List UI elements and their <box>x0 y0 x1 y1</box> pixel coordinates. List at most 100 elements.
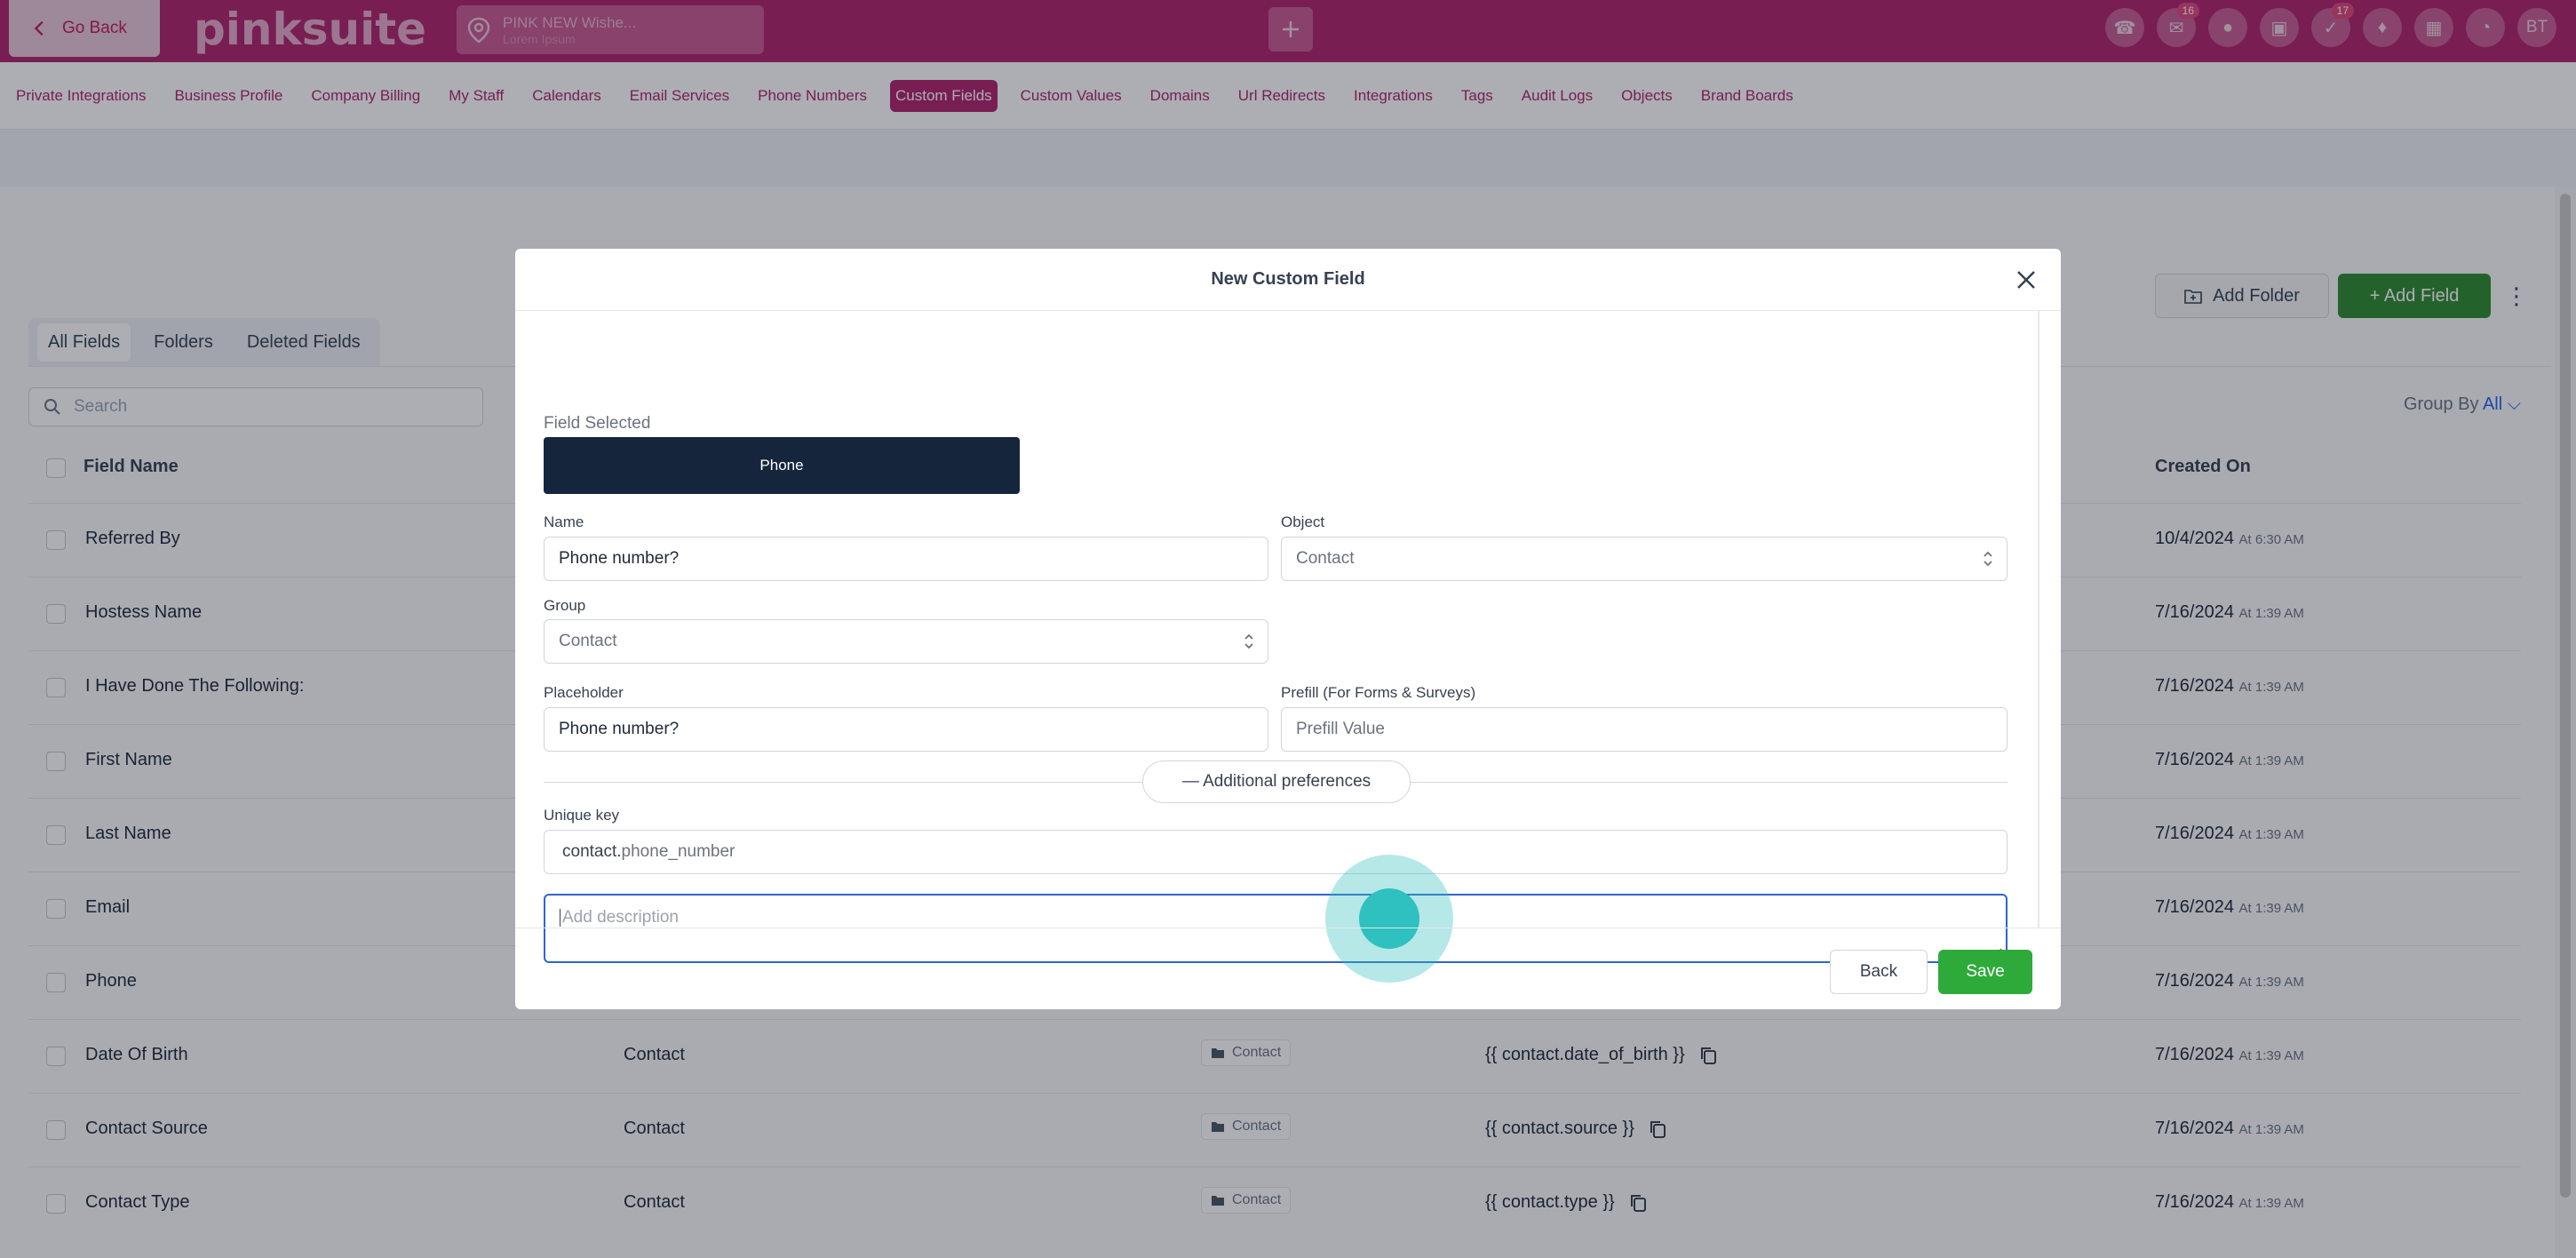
placeholder-label: Placeholder <box>544 684 624 701</box>
field-name-cell: Referred By <box>85 529 180 548</box>
folder-badge-label: Contact <box>1232 1045 1282 1060</box>
column-header-created-on[interactable]: Created On <box>2155 457 2251 476</box>
row-checkbox[interactable] <box>46 899 66 919</box>
row-checkbox[interactable] <box>46 752 66 771</box>
search-input[interactable]: Search <box>28 387 483 426</box>
placeholder-input[interactable]: Phone number? <box>544 707 1268 752</box>
key-cell: {{ contact.type }} <box>1485 1192 1647 1213</box>
modal-header: New Custom Field <box>515 249 2061 311</box>
top-bar: Go Back pinksuite PINK NEW Wishe... Lore… <box>0 0 2576 62</box>
gift-icon[interactable]: ▣ <box>2260 8 2299 47</box>
settings-nav-item-custom-values[interactable]: Custom Values <box>1020 86 1122 104</box>
row-checkbox[interactable] <box>46 1194 66 1214</box>
object-cell: Contact <box>624 1119 685 1138</box>
settings-nav-item-integrations[interactable]: Integrations <box>1354 86 1433 104</box>
phone-icon[interactable]: ☎ <box>2105 8 2144 47</box>
copy-icon[interactable] <box>1699 1046 1717 1065</box>
object-select[interactable]: Contact <box>1281 537 2008 581</box>
row-checkbox[interactable] <box>46 604 66 624</box>
unique-key-input[interactable]: contact. phone_number <box>544 830 2008 874</box>
object-cell: Contact <box>624 1045 685 1064</box>
contacts-icon[interactable]: ● <box>2208 8 2247 47</box>
settings-nav-item-my-staff[interactable]: My Staff <box>449 86 505 104</box>
table-row[interactable]: Date Of Birth Contact Contact {{ contact.da… <box>28 1019 2521 1092</box>
more-options-icon[interactable]: ⋮ <box>2505 283 2528 309</box>
modal-scroll-track[interactable] <box>2038 311 2039 928</box>
merge-key-text: {{ contact.date_of_birth }} <box>1485 1045 1685 1064</box>
tab-folders[interactable]: Folders <box>154 331 213 352</box>
avatar[interactable]: BT <box>2517 8 2556 47</box>
tasks-icon[interactable]: ✓ 17 <box>2311 3 2354 47</box>
field-name-cell: First Name <box>85 750 172 769</box>
column-header-field-name[interactable]: Field Name <box>83 457 179 476</box>
settings-nav-item-custom-fields[interactable]: Custom Fields <box>890 79 998 112</box>
group-by-value: All <box>2482 394 2503 414</box>
additional-preferences-toggle[interactable]: — Additional preferences <box>1142 760 1411 803</box>
group-by-select[interactable]: Group By All ⌵ <box>2404 394 2521 415</box>
created-on-cell: 10/4/2024 At 6:30 AM <box>2155 529 2304 549</box>
settings-nav-item-calendars[interactable]: Calendars <box>532 86 601 104</box>
created-date: 7/16/2024 <box>2155 602 2234 622</box>
settings-nav-item-tags[interactable]: Tags <box>1460 86 1493 104</box>
search-placeholder: Search <box>74 397 128 416</box>
row-checkbox[interactable] <box>46 1120 66 1140</box>
scrollbar-thumb[interactable] <box>2560 194 2571 1198</box>
settings-nav-item-company-billing[interactable]: Company Billing <box>311 86 421 104</box>
settings-nav-item-audit-logs[interactable]: Audit Logs <box>1521 86 1594 104</box>
created-date: 7/16/2024 <box>2155 971 2234 991</box>
row-checkbox[interactable] <box>46 678 66 697</box>
settings-nav-item-email-services[interactable]: Email Services <box>629 86 730 104</box>
text-cursor <box>560 908 561 927</box>
row-checkbox[interactable] <box>46 530 66 550</box>
unique-key-label: Unique key <box>544 807 620 824</box>
table-row[interactable]: Contact Source Contact Contact {{ contact.s… <box>28 1093 2521 1166</box>
merge-key-text: {{ contact.source }} <box>1485 1119 1634 1138</box>
object-select-value: Contact <box>1296 549 1355 568</box>
notifications-icon[interactable]: ◔ <box>2466 8 2505 47</box>
settings-nav-item-phone-numbers[interactable]: Phone Numbers <box>758 86 868 104</box>
tab-all-fields[interactable]: All Fields <box>37 322 131 362</box>
close-icon[interactable] <box>2013 267 2039 293</box>
megaphone-icon[interactable]: ♦ <box>2363 8 2402 47</box>
row-checkbox[interactable] <box>46 825 66 845</box>
add-folder-button[interactable]: Add Folder <box>2155 274 2329 318</box>
quick-add-button[interactable] <box>1268 7 1313 52</box>
settings-nav-item-domains[interactable]: Domains <box>1149 86 1210 104</box>
name-input[interactable]: Phone number? <box>544 537 1268 581</box>
settings-nav-item-brand-boards[interactable]: Brand Boards <box>1700 86 1793 104</box>
field-name-cell: Contact Source <box>85 1119 208 1138</box>
save-button[interactable]: Save <box>1938 950 2032 994</box>
go-back-label: Go Back <box>62 19 127 37</box>
modal-title: New Custom Field <box>1211 269 1365 289</box>
settings-nav-item-business-profile[interactable]: Business Profile <box>174 86 283 104</box>
location-switcher[interactable]: PINK NEW Wishe... Lorem Ipsum <box>457 5 764 54</box>
created-date: 7/16/2024 <box>2155 824 2234 843</box>
prefill-input[interactable]: Prefill Value <box>1281 707 2008 752</box>
copy-icon[interactable] <box>1629 1193 1647 1213</box>
copy-icon[interactable] <box>1649 1119 1666 1139</box>
updown-chevron-icon <box>1244 633 1253 649</box>
modal-footer: Back Save <box>515 928 2061 1009</box>
settings-nav-item-objects[interactable]: Objects <box>1621 86 1673 104</box>
field-name-cell: Date Of Birth <box>85 1045 188 1064</box>
messages-badge: 16 <box>2176 3 2199 19</box>
settings-nav-item-url-redirects[interactable]: Url Redirects <box>1237 86 1326 104</box>
row-checkbox[interactable] <box>46 973 66 992</box>
table-row[interactable]: Contact Type Contact Contact {{ contact.typ… <box>28 1166 2521 1239</box>
calendar-icon[interactable]: ▦ <box>2414 8 2453 47</box>
select-all-checkbox[interactable] <box>46 458 66 478</box>
messages-icon[interactable]: ✉ 16 <box>2157 3 2199 47</box>
created-on-cell: 7/16/2024 At 1:39 AM <box>2155 750 2304 770</box>
field-type-selected[interactable]: Phone <box>544 437 1020 494</box>
group-select[interactable]: Contact <box>544 619 1268 664</box>
go-back-button[interactable]: Go Back <box>9 0 160 57</box>
created-on-cell: 7/16/2024 At 1:39 AM <box>2155 1119 2304 1139</box>
updown-chevron-icon <box>1984 551 1992 567</box>
back-button[interactable]: Back <box>1830 950 1928 994</box>
settings-nav-item-private-integrations[interactable]: Private Integrations <box>16 86 147 104</box>
page-scrollbar[interactable] <box>2555 187 2576 1258</box>
tab-deleted-fields[interactable]: Deleted Fields <box>246 331 361 352</box>
row-checkbox[interactable] <box>46 1047 66 1066</box>
description-textarea[interactable]: Add description <box>544 894 2008 963</box>
add-field-button[interactable]: + Add Field <box>2338 274 2491 318</box>
